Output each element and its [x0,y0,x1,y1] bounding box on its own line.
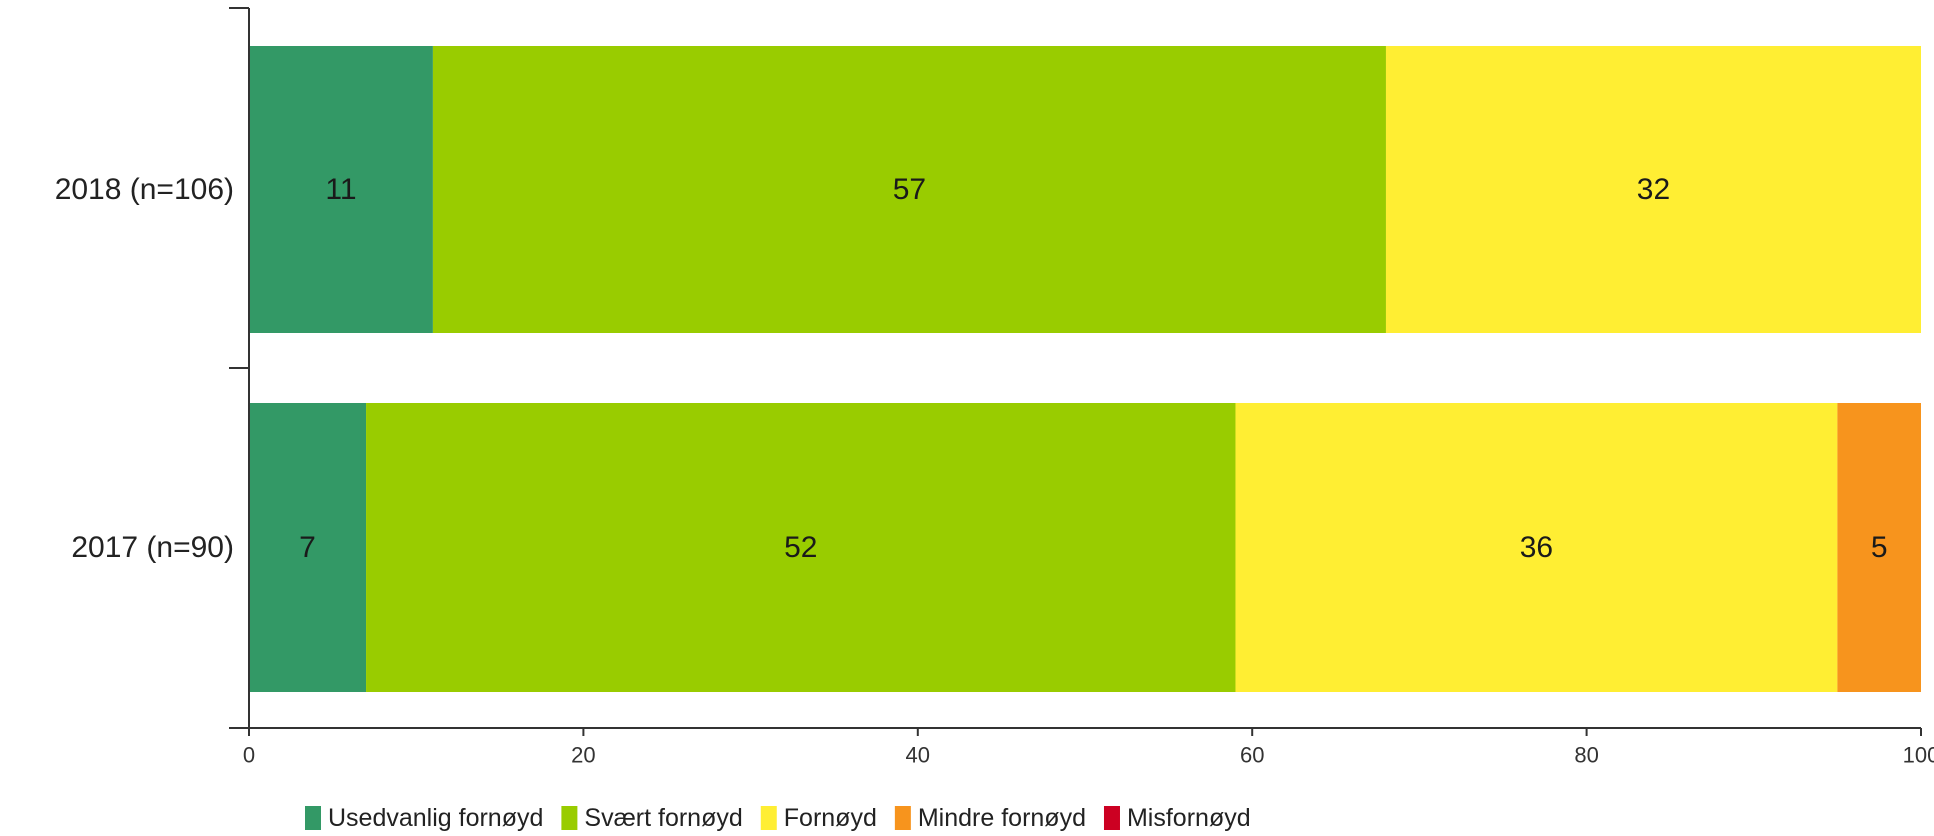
legend-label-usedvanlig-fornoyd: Usedvanlig fornøyd [328,804,543,832]
legend-label-mindre-fornoyd: Mindre fornøyd [918,804,1086,832]
bar-fornoyd-0 [1385,46,1921,333]
data-label-fornoyd-0: 32 [1637,173,1670,206]
data-label-mindre-fornoyd-1: 5 [1871,531,1888,564]
bar-svaert-fornoyd-1 [366,403,1236,692]
legend-swatch-mindre-fornoyd [894,806,911,830]
data-label-usedvanlig-fornoyd-1: 7 [299,531,316,564]
x-tick-label-2: 40 [906,743,930,768]
x-ticks-layer: 0 20 40 60 80 100 [243,728,1934,768]
legend-label-misfornoyd: Misfornøyd [1127,804,1251,832]
legend-swatch-svaert-fornoyd [561,806,578,830]
legend-label-fornoyd: Fornøyd [784,804,877,832]
legend-swatch-usedvanlig-fornoyd [305,806,321,830]
bars-layer [249,46,1921,692]
x-tick-label-1: 20 [571,743,595,768]
data-label-usedvanlig-fornoyd-0: 11 [325,173,356,206]
data-labels-layer: 11 57 32 7 52 36 5 [299,173,1887,564]
x-tick-label-5: 100 [1903,743,1934,768]
category-label-1: 2017 (n=90) [71,531,234,564]
legend-label-svaert-fornoyd: Svært fornøyd [584,804,742,832]
data-label-svaert-fornoyd-1: 52 [784,531,817,564]
data-label-fornoyd-1: 36 [1520,531,1553,564]
data-label-svaert-fornoyd-0: 57 [893,173,926,206]
axes-layer [229,7,1921,729]
x-tick-label-3: 60 [1240,743,1264,768]
category-labels-layer: 2018 (n=106) 2017 (n=90) [55,173,234,564]
bar-svaert-fornoyd-0 [432,46,1386,333]
x-tick-label-4: 80 [1574,743,1598,768]
category-label-0: 2018 (n=106) [55,173,234,206]
bar-usedvanlig-fornoyd-1 [249,403,367,692]
legend: Usedvanlig fornøyd Svært fornøyd Fornøyd Mi… [305,804,1251,832]
x-tick-label-0: 0 [243,743,255,768]
bar-usedvanlig-fornoyd-0 [249,46,433,333]
bar-fornoyd-1 [1235,403,1838,692]
legend-swatch-misfornoyd [1103,806,1120,830]
legend-swatch-fornoyd [760,806,777,830]
bar-mindre-fornoyd-1 [1837,403,1921,692]
